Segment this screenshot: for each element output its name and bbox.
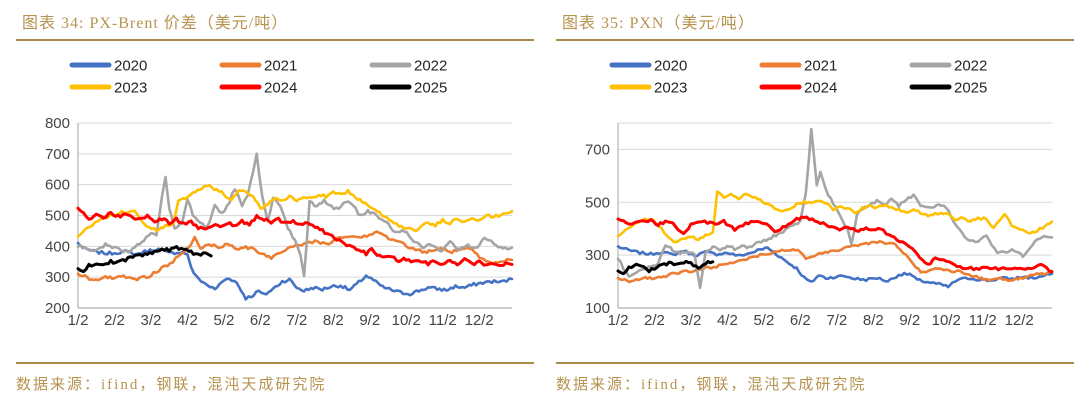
x-tick-1-2: 1/2: [68, 312, 89, 329]
y-tick-300: 300: [585, 247, 610, 264]
x-tick-4-2: 4/2: [177, 312, 198, 329]
legend-label-2024: 2024: [264, 80, 297, 97]
figure-34-panel: 图表 34: PX-Brent 价差（美元/吨） 2020 2021 2022 202…: [16, 0, 534, 402]
legend-label-2025: 2025: [954, 80, 987, 97]
x-tick-7-2: 7/2: [826, 312, 847, 329]
x-tick-6-2: 6/2: [790, 312, 811, 329]
x-tick-2-2: 2/2: [104, 312, 125, 329]
x-tick-5-2: 5/2: [213, 312, 234, 329]
series-line-2025: [616, 259, 715, 276]
series-line-2022: [616, 127, 1054, 290]
legend-item-2025: 2025: [369, 80, 447, 97]
series-line-2023: [616, 190, 1054, 244]
x-tick-9-2: 9/2: [359, 312, 380, 329]
y-tick-600: 600: [45, 177, 70, 194]
y-tick-700: 700: [585, 141, 610, 158]
figure-35-title: 图表 35: PXN（美元/吨）: [556, 0, 1074, 41]
legend-label-2020: 2020: [114, 58, 147, 75]
legend-item-2024: 2024: [759, 80, 837, 97]
chart-legend: 2020 2021 2022 2023 2024 2025: [69, 58, 447, 97]
x-tick-6-2: 6/2: [250, 312, 271, 329]
figure-35-panel: 图表 35: PXN（美元/吨） 2020 2021 2022 2023 2024 202…: [540, 0, 1080, 402]
x-tick-8-2: 8/2: [863, 312, 884, 329]
chart-legend: 2020 2021 2022 2023 2024 2025: [609, 58, 987, 97]
figure-34-title: 图表 34: PX-Brent 价差（美元/吨）: [16, 0, 534, 41]
legend-item-2022: 2022: [369, 58, 447, 75]
x-tick-10-2: 10/2: [932, 312, 961, 329]
legend-item-2020: 2020: [69, 58, 147, 75]
series-line-2020: [76, 241, 514, 301]
legend-label-2021: 2021: [264, 58, 297, 75]
figure-34-chart: 2020 2021 2022 2023 2024 2025 200 300 400 500 600 7…: [16, 41, 534, 333]
x-tick-4-2: 4/2: [717, 312, 738, 329]
chart-svg: 2020 2021 2022 2023 2024 2025 200 300 400 500 600 7…: [45, 58, 514, 329]
x-tick-12-2: 12/2: [1005, 312, 1034, 329]
y-tick-800: 800: [45, 115, 70, 132]
x-tick-11-2: 11/2: [429, 312, 457, 329]
x-tick-3-2: 3/2: [141, 312, 162, 329]
x-tick-10-2: 10/2: [392, 312, 421, 329]
legend-label-2024: 2024: [804, 80, 837, 97]
y-tick-100: 100: [585, 300, 610, 317]
y-tick-500: 500: [45, 208, 70, 225]
legend-label-2020: 2020: [654, 58, 687, 75]
legend-label-2023: 2023: [654, 80, 687, 97]
series-line-2025: [76, 245, 213, 274]
x-tick-12-2: 12/2: [465, 312, 494, 329]
legend-label-2025: 2025: [414, 80, 447, 97]
x-tick-8-2: 8/2: [323, 312, 344, 329]
legend-item-2021: 2021: [759, 58, 837, 75]
figure-35-chart: 2020 2021 2022 2023 2024 2025 100 300 500 700 1/2 2…: [556, 41, 1074, 333]
series-line-2022: [76, 152, 514, 278]
x-tick-7-2: 7/2: [286, 312, 307, 329]
series-line-2023: [76, 184, 514, 238]
legend-item-2023: 2023: [69, 80, 147, 97]
x-tick-1-2: 1/2: [608, 312, 629, 329]
legend-item-2025: 2025: [909, 80, 987, 97]
x-tick-3-2: 3/2: [681, 312, 702, 329]
y-tick-700: 700: [45, 146, 70, 163]
y-tick-300: 300: [45, 269, 70, 286]
chart-svg: 2020 2021 2022 2023 2024 2025 100 300 500 700 1/2 2…: [585, 58, 1054, 329]
x-tick-5-2: 5/2: [753, 312, 774, 329]
legend-label-2021: 2021: [804, 58, 837, 75]
figure-34-source: 数据来源：ifind，钢联，混沌天成研究院: [16, 362, 534, 402]
x-tick-11-2: 11/2: [969, 312, 997, 329]
legend-item-2021: 2021: [219, 58, 297, 75]
legend-label-2022: 2022: [954, 58, 987, 75]
x-tick-9-2: 9/2: [899, 312, 920, 329]
legend-item-2023: 2023: [609, 80, 687, 97]
series-line-2021: [616, 240, 1054, 284]
legend-label-2022: 2022: [414, 58, 447, 75]
y-tick-200: 200: [45, 300, 70, 317]
source-text: 数据来源：ifind，钢联，混沌天成研究院: [556, 377, 867, 393]
series-line-2024: [76, 206, 514, 267]
x-tick-2-2: 2/2: [644, 312, 665, 329]
y-tick-500: 500: [585, 194, 610, 211]
y-tick-400: 400: [45, 238, 70, 255]
series-line-2024: [616, 215, 1054, 274]
source-text: 数据来源：ifind，钢联，混沌天成研究院: [16, 377, 327, 393]
legend-label-2023: 2023: [114, 80, 147, 97]
figure-35-source: 数据来源：ifind，钢联，混沌天成研究院: [556, 362, 1074, 402]
legend-item-2020: 2020: [609, 58, 687, 75]
legend-item-2024: 2024: [219, 80, 297, 97]
legend-item-2022: 2022: [909, 58, 987, 75]
